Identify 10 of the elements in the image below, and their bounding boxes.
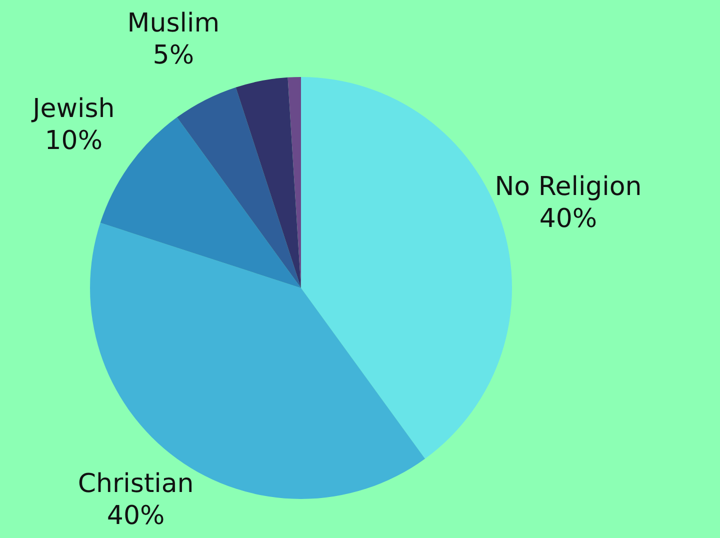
pie-slice: [176, 87, 301, 288]
data-label: 10%: [44, 126, 103, 156]
slice-label: No Religion: [494, 172, 642, 202]
slice-label: Jewish: [30, 94, 115, 124]
slice-label: Muslim: [127, 8, 220, 39]
slice-label: Christian: [78, 469, 194, 499]
pie-slice: [236, 77, 301, 288]
data-label: 5%: [152, 40, 194, 71]
data-label: 40%: [106, 501, 165, 531]
data-label: 40%: [539, 204, 598, 234]
